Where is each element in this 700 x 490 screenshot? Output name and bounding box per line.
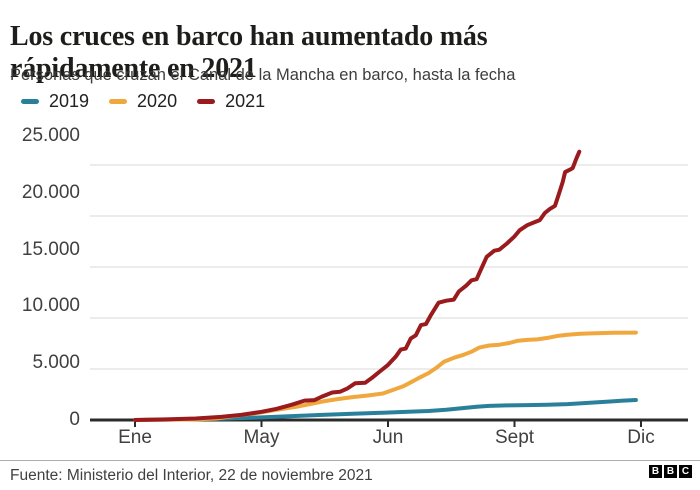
legend-label: 2019 (49, 91, 90, 111)
x-tick-label: Ene (118, 427, 152, 448)
bbc-logo-block: B (664, 465, 677, 478)
legend-item-2021: 2021 (197, 91, 265, 112)
chart-title: Los cruces en barco han aumentado más rá… (10, 20, 488, 84)
chart-legend: 2019 2020 2021 (21, 91, 265, 112)
legend-item-2020: 2020 (109, 91, 177, 112)
y-tick-label: 10.000 (21, 295, 80, 317)
source-attribution: Fuente: Ministerio del Interior, 22 de n… (10, 467, 373, 484)
legend-label: 2021 (225, 91, 266, 111)
x-tick-label: Dic (627, 427, 655, 448)
bbc-logo-block: C (679, 465, 692, 478)
legend-swatch-icon (197, 99, 216, 104)
legend-swatch-icon (21, 99, 39, 104)
series-line-2021 (133, 149, 582, 422)
y-tick-label: 5.000 (32, 352, 80, 374)
legend-swatch-icon (109, 99, 128, 104)
legend-item-2019: 2019 (21, 91, 89, 112)
line-chart-plot (90, 149, 688, 427)
y-tick-label: 15.000 (21, 238, 80, 260)
y-tick-label: 25.000 (21, 125, 80, 146)
y-tick-label: 0 (69, 409, 80, 430)
chart-subtitle: Personas que cruzan el Canal de la Manch… (10, 66, 516, 84)
footer-divider (0, 460, 700, 461)
x-tick-label: Sept (494, 427, 535, 448)
legend-label: 2020 (137, 91, 178, 111)
bbc-logo-block: B (649, 465, 662, 478)
series-line-2020 (133, 330, 638, 422)
x-tick-label: May (243, 427, 280, 448)
y-tick-label: 20.000 (21, 181, 80, 203)
x-tick-label: Jun (372, 427, 404, 448)
series-line-2019 (133, 398, 638, 422)
